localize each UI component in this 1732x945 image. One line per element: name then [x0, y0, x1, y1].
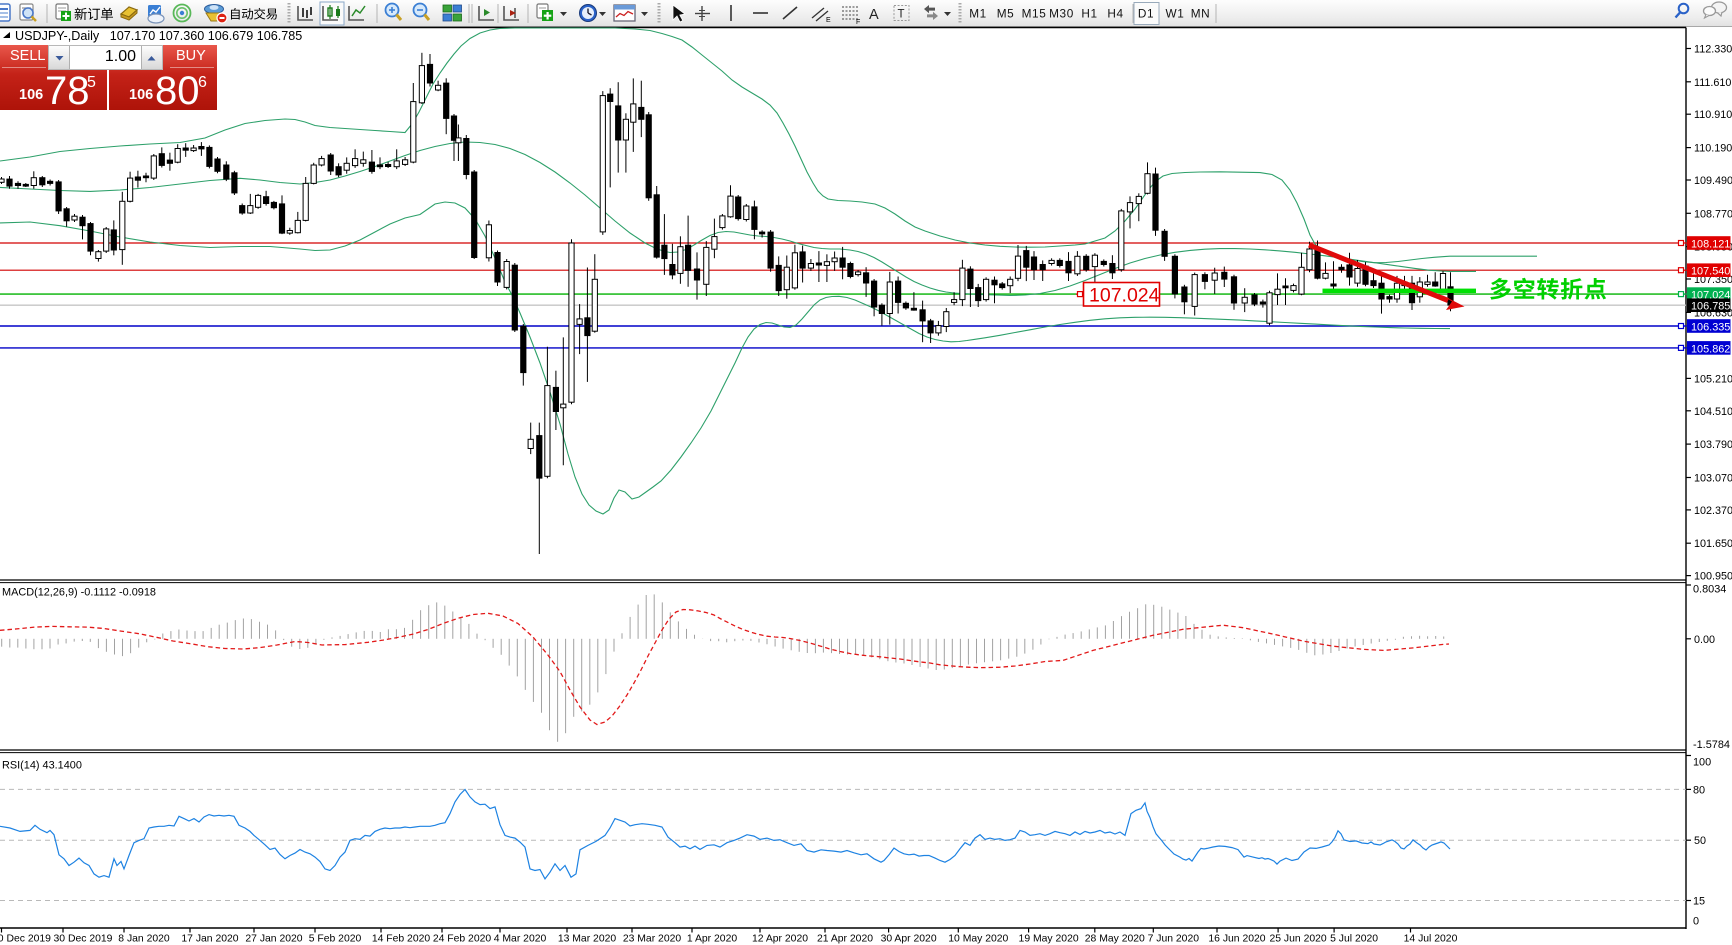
svg-text:7 Jun 2020: 7 Jun 2020 [1148, 934, 1200, 945]
svg-text:M15: M15 [1022, 7, 1047, 21]
svg-text:A: A [869, 7, 879, 23]
svg-text:15: 15 [1693, 896, 1705, 908]
svg-text:17 Jan 2020: 17 Jan 2020 [181, 934, 238, 945]
svg-text:E: E [826, 17, 831, 24]
svg-text:103.070: 103.070 [1694, 473, 1732, 485]
svg-text:MN: MN [1191, 7, 1211, 21]
svg-text:16 Jun 2020: 16 Jun 2020 [1208, 934, 1265, 945]
svg-text:14 Feb 2020: 14 Feb 2020 [372, 934, 431, 945]
svg-text:0.8034: 0.8034 [1693, 584, 1726, 596]
svg-text:D1: D1 [1138, 7, 1154, 21]
svg-text:112.330: 112.330 [1694, 44, 1732, 56]
svg-text:80: 80 [1693, 784, 1705, 796]
svg-text:30 Apr 2020: 30 Apr 2020 [881, 934, 937, 945]
svg-text:101.650: 101.650 [1694, 538, 1732, 550]
svg-text:108.121: 108.121 [1691, 238, 1730, 250]
svg-text:106.785: 106.785 [1691, 301, 1730, 313]
svg-text:0.00: 0.00 [1694, 634, 1715, 646]
svg-text:-1.5784: -1.5784 [1693, 739, 1730, 751]
svg-text:107.540: 107.540 [1691, 266, 1730, 278]
svg-text:23 Mar 2020: 23 Mar 2020 [623, 934, 682, 945]
svg-text:4 Mar 2020: 4 Mar 2020 [494, 934, 547, 945]
svg-text:105.862: 105.862 [1691, 343, 1730, 355]
svg-text:109.490: 109.490 [1694, 175, 1732, 187]
svg-text:USDJPY-,Daily 107.170 107.36: USDJPY-,Daily 107.170 107.360 106.679 10… [15, 29, 302, 43]
svg-text:8 Jan 2020: 8 Jan 2020 [118, 934, 170, 945]
svg-text:102.370: 102.370 [1694, 505, 1732, 517]
svg-text:106.335: 106.335 [1691, 321, 1730, 333]
svg-text:H1: H1 [1081, 7, 1097, 21]
svg-text:5 Feb 2020: 5 Feb 2020 [309, 934, 362, 945]
svg-text:25 Jun 2020: 25 Jun 2020 [1269, 934, 1326, 945]
svg-text:50: 50 [1694, 835, 1706, 847]
svg-text:0: 0 [1693, 916, 1699, 928]
svg-text:19 May 2020: 19 May 2020 [1019, 934, 1079, 945]
svg-text:M1: M1 [969, 7, 987, 21]
svg-text:RSI(14) 43.1400: RSI(14) 43.1400 [2, 760, 82, 772]
svg-text:MACD(12,26,9) -0.1112 -0.0918: MACD(12,26,9) -0.1112 -0.0918 [2, 587, 156, 599]
svg-text:111.610: 111.610 [1694, 77, 1731, 89]
svg-text:M30: M30 [1049, 7, 1074, 21]
svg-text:14 Jul 2020: 14 Jul 2020 [1404, 934, 1458, 945]
svg-text:W1: W1 [1166, 7, 1185, 21]
svg-text:M5: M5 [997, 7, 1015, 21]
svg-text:100.950: 100.950 [1694, 571, 1732, 583]
svg-text:107.024: 107.024 [1089, 285, 1160, 307]
svg-text:104.510: 104.510 [1694, 406, 1732, 418]
svg-text:5 Jul 2020: 5 Jul 2020 [1330, 934, 1378, 945]
svg-text:108.770: 108.770 [1694, 208, 1732, 220]
svg-text:27 Jan 2020: 27 Jan 2020 [245, 934, 302, 945]
svg-text:100: 100 [1693, 757, 1711, 769]
svg-text:21 Apr 2020: 21 Apr 2020 [817, 934, 873, 945]
svg-text:30 Dec 2019: 30 Dec 2019 [54, 934, 113, 945]
svg-text:10 May 2020: 10 May 2020 [948, 934, 1008, 945]
svg-text:12 Apr 2020: 12 Apr 2020 [752, 934, 808, 945]
svg-text:28 May 2020: 28 May 2020 [1085, 934, 1145, 945]
svg-text:110.910: 110.910 [1694, 109, 1732, 121]
svg-text:F: F [856, 19, 860, 26]
svg-text:H4: H4 [1107, 7, 1123, 21]
svg-text:20 Dec 2019: 20 Dec 2019 [0, 934, 51, 945]
svg-text:110.190: 110.190 [1694, 143, 1732, 155]
svg-text:105.210: 105.210 [1694, 373, 1732, 385]
svg-text:T: T [898, 9, 905, 21]
svg-text:1 Apr 2020: 1 Apr 2020 [687, 934, 737, 945]
svg-text:13 Mar 2020: 13 Mar 2020 [558, 934, 617, 945]
svg-text:24 Feb 2020: 24 Feb 2020 [433, 934, 492, 945]
svg-text:103.790: 103.790 [1694, 439, 1732, 451]
